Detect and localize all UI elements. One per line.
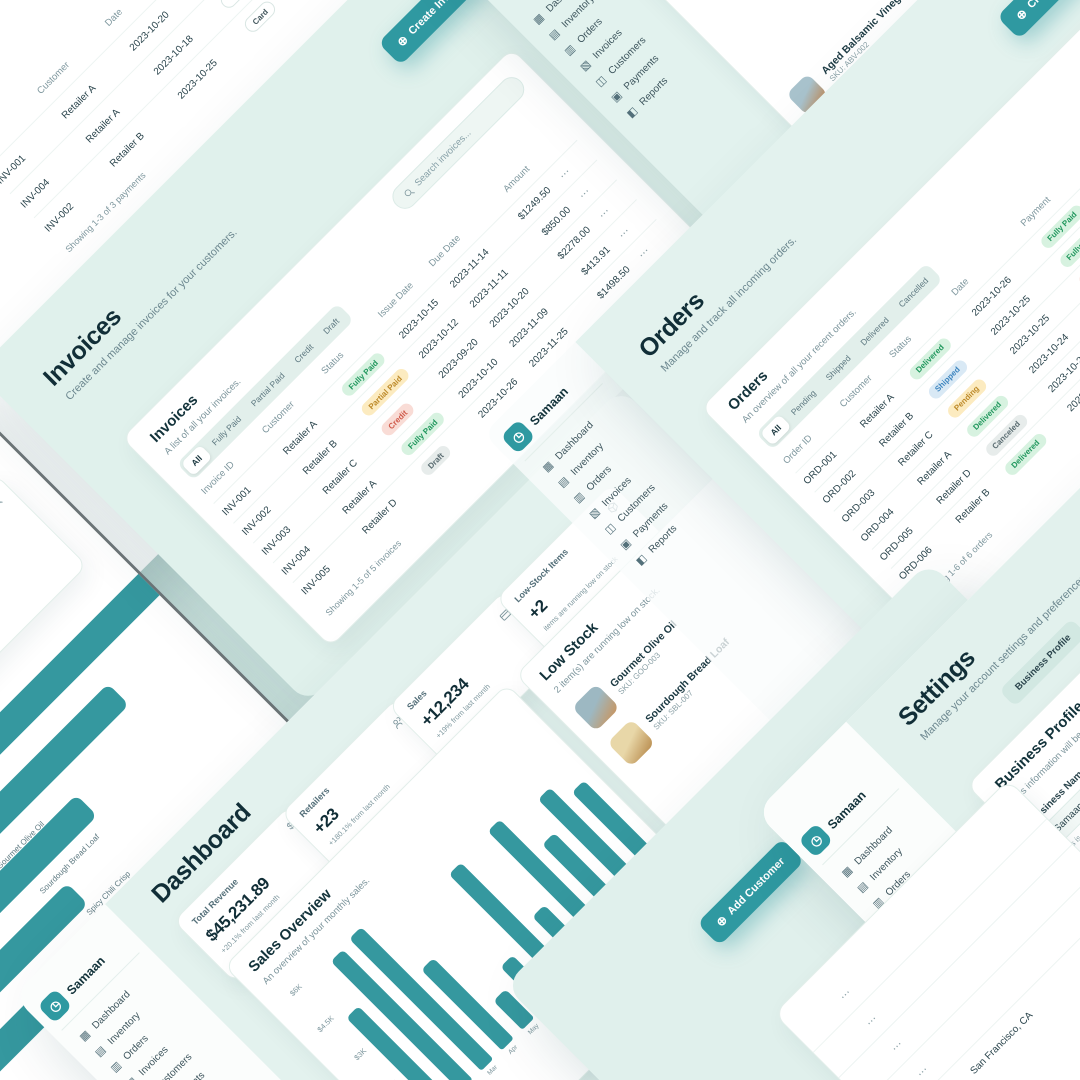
reports-icon: ◧ [624,104,641,121]
user-search-icon [0,493,7,515]
plus-icon: ⊕ [713,912,731,930]
dashboard-icon: ▦ [839,864,855,880]
payments-icon: ▣ [618,536,634,553]
x-tick-label: Mar [486,1063,500,1077]
dashboard-icon: ▦ [540,459,556,475]
inventory-icon: ▤ [92,1043,109,1060]
inventory-icon: ▤ [855,879,871,896]
payments-icon: ▣ [608,89,625,105]
create-order-button[interactable]: ⊕ Create Order [996,0,1080,40]
samaan-logo-icon: ◷ [500,419,536,455]
reports-icon: ◧ [633,552,650,568]
invoices-window: Invoices Create and manage invoices for … [0,0,777,705]
inventory-icon: ▤ [546,27,563,43]
orders-icon: ▥ [571,490,587,506]
samaan-logo-icon: ◷ [37,988,73,1024]
dashboard-icon: ▦ [77,1028,93,1044]
samaan-logo-icon: ◷ [798,822,834,859]
search-icon [404,189,415,196]
orders-icon: ▥ [562,42,578,59]
invoices-icon: ▧ [587,505,603,522]
x-tick-label: May [526,1022,541,1037]
orders-icon: ▥ [108,1059,124,1075]
expiring-soon-card: Expiring Soon Understand retailer behavi… [0,473,88,746]
tab-draft[interactable]: Draft [321,316,342,337]
dashboard-icon: ▦ [531,11,547,27]
create-invoice-button[interactable]: ⊕ Create Invoice [377,0,485,66]
customers-icon: ◫ [602,521,619,537]
plus-icon: ⊕ [394,32,412,50]
invoices-icon: ▧ [123,1074,141,1080]
plus-icon: ⊕ [1013,6,1031,24]
invoices-card: Invoices A list of all your invoices. Se… [121,47,722,648]
search-input[interactable]: Search invoices... [387,71,530,215]
tab-credit[interactable]: Credit [292,341,316,365]
product-image [607,718,656,767]
product-image [571,683,620,732]
inventory-icon: ▤ [555,474,572,491]
add-customer-button[interactable]: ⊕ Add Customer [696,838,805,946]
invoices-icon: ▧ [577,58,594,74]
x-tick-label: Apr [507,1043,520,1056]
customers-icon: ◫ [593,73,609,90]
reports-window: Expiring Soon Understand retailer behavi… [0,359,707,1080]
payment-method-badge: Card [241,0,279,36]
